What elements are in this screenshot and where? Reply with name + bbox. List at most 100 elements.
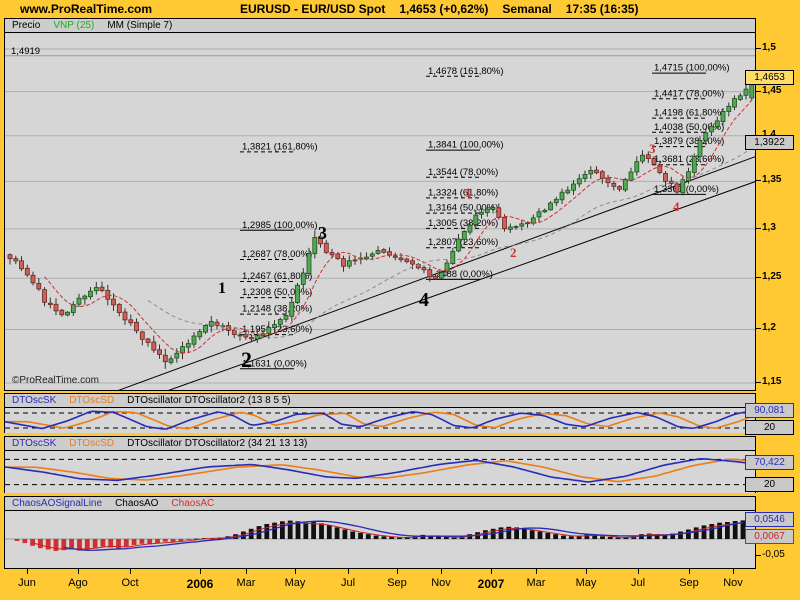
legend-chaos-ao[interactable]: ChaosAO: [115, 498, 159, 509]
candlesticks: [7, 75, 755, 369]
fib-level-label: 1,3005 (38,20%): [428, 218, 498, 229]
time-axis-tick: [348, 569, 349, 574]
dtoscillator2-legend: DTOscSK DTOscSD DTOscillator DTOscillato…: [5, 437, 755, 451]
time-axis-label: Nov: [431, 577, 451, 589]
time-axis-tick: [441, 569, 442, 574]
chaos-panel: ChaosAOSignalLine ChaosAO ChaosAC: [4, 496, 756, 569]
legend-chaos-ac[interactable]: ChaosAC: [171, 498, 215, 509]
price-axis-tick: [756, 277, 761, 278]
fib-level-label: 1,3324 (61,80%): [428, 187, 498, 198]
price-chart-plot[interactable]: 1,4919 1,3821 (161,80%) 1,2985 (100,00%) 1,…: [5, 33, 755, 390]
legend-chaos-signal[interactable]: ChaosAOSignalLine: [12, 498, 103, 509]
price-axis-tick: [756, 382, 761, 383]
chaos-ac-value-box: 0,0067: [745, 529, 794, 544]
price-panel: Precio VNP (25) MM (Simple 7) 1,4919 1,38…: [4, 18, 756, 391]
legend-dtoscsd-2[interactable]: DTOscSD: [69, 438, 115, 449]
legend-dtoscsk-2[interactable]: DTOscSK: [12, 438, 57, 449]
fib-level-label: 1,3544 (78,00%): [428, 167, 498, 178]
fib-level-label: 1,3164 (50,00%): [428, 203, 498, 214]
time-axis-tick: [397, 569, 398, 574]
fib-level-label: 1,2488 (0,00%): [428, 269, 493, 280]
dtosc2-value-box: 70,422: [745, 455, 794, 470]
dtosc-sd-line: [5, 411, 754, 430]
time-axis-tick: [295, 569, 296, 574]
price-axis-tick: [756, 328, 761, 329]
price-axis-label: 1,5: [762, 42, 776, 53]
time-axis-label: Nov: [723, 577, 743, 589]
fib-level-label: 1,2467 (61,80%): [242, 271, 312, 282]
time-axis-label: Jun: [18, 577, 36, 589]
dtoscillator2-plot[interactable]: [5, 451, 755, 493]
time-axis-label: Mar: [526, 577, 546, 589]
price-axis-label: 1,4: [762, 129, 776, 140]
legend-dtosc-params-1[interactable]: DTOscillator DTOscillator2 (13 8 5 5): [127, 395, 291, 406]
site-link[interactable]: www.ProRealTime.com: [20, 2, 153, 16]
fib-level-label: 1,3361 (0,00%): [654, 184, 719, 195]
price-axis-label: 1,45: [762, 85, 782, 96]
time-axis-label: May: [575, 577, 597, 589]
fib-level-label: 1,2687 (78,00%): [242, 249, 312, 260]
time-axis-tick: [586, 569, 587, 574]
trendline[interactable]: [95, 156, 755, 390]
legend-precio[interactable]: Precio: [12, 20, 41, 31]
fib-level-label: 1,3841 (100,00%): [428, 140, 504, 151]
price-axis-label: 1,35: [762, 174, 782, 185]
wave-label-black: 2: [241, 347, 252, 372]
time-axis-label: 2007: [477, 577, 505, 591]
chaos-ac-line: [32, 522, 744, 550]
legend-dtoscsd-1[interactable]: DTOscSD: [69, 395, 115, 406]
chart-title: EURUSD - EUR/USD Spot 1,4653 (+0,62%) Se…: [240, 2, 670, 16]
time-axis-label: Jul: [340, 577, 356, 589]
fib-level-label: 1,4678 (161,80%): [428, 66, 504, 77]
dtosc2-level-box: 20: [745, 477, 794, 492]
price-axis-label: 1,3: [762, 222, 776, 233]
chaos-axis-label: -0,05: [762, 549, 785, 560]
indicator-level-box: 1,3922: [745, 135, 794, 150]
legend-dtoscsk-1[interactable]: DTOscSK: [12, 395, 57, 406]
wave-label-black: 3: [318, 223, 327, 243]
dtoscillator1-panel: DTOscSK DTOscSD DTOscillator DTOscillato…: [4, 393, 756, 433]
time-axis-label: Mar: [236, 577, 256, 589]
price-axis-label: 1,15: [762, 376, 782, 387]
fib-level-label: 1,3879 (38,20%): [654, 136, 724, 147]
price-axis-tick: [756, 91, 761, 92]
wave-label-black: 4: [419, 289, 429, 311]
time-axis-label: Jul: [630, 577, 646, 589]
fib-level-label: 1,2308 (50,00%): [242, 287, 312, 298]
chaos-plot[interactable]: [5, 511, 755, 568]
time-axis-label: Oct: [121, 577, 139, 589]
fib-level-label: 1,3821 (161,80%): [242, 141, 318, 152]
fib-level-label: 1,4715 (100,00%): [654, 63, 730, 74]
dtosc-sd-line: [5, 458, 754, 483]
wave-label-red: 3: [649, 141, 656, 156]
time-axis-tick: [689, 569, 690, 574]
fib-level-label: 1,4198 (61,80%): [654, 108, 724, 119]
trendline[interactable]: [150, 181, 755, 390]
symbol-title: EURUSD - EUR/USD Spot: [240, 2, 386, 16]
wave-label-red: 2: [510, 245, 517, 260]
fib-level-label: 1,1631 (0,00%): [242, 358, 307, 369]
time-axis-tick: [200, 569, 201, 574]
dtoscillator1-plot[interactable]: [5, 408, 755, 433]
legend-mm[interactable]: MM (Simple 7): [107, 20, 173, 31]
dtosc1-level-box: 20: [745, 420, 794, 435]
chaos-legend: ChaosAOSignalLine ChaosAO ChaosAC: [5, 497, 755, 511]
time-axis-tick: [130, 569, 131, 574]
time-axis-label: 2006: [186, 577, 214, 591]
price-axis-tick: [756, 48, 761, 49]
alert-level-label: 1,4919: [11, 46, 40, 57]
chaos-axis-tick: [756, 555, 761, 556]
price-panel-legend: Precio VNP (25) MM (Simple 7): [5, 19, 755, 33]
price-axis-label: 1,2: [762, 322, 776, 333]
time-axis-label: Sep: [679, 577, 699, 589]
time-axis-tick: [638, 569, 639, 574]
wave-label-black: 1: [218, 280, 226, 297]
legend-vnp[interactable]: VNP (25): [53, 20, 95, 31]
wave-label-red: 1: [465, 185, 472, 200]
time-axis-tick: [491, 569, 492, 574]
time-axis-tick: [246, 569, 247, 574]
fib-level-label: 1,4417 (78,00%): [654, 88, 724, 99]
price-axis-label: 1,25: [762, 271, 782, 282]
legend-dtosc-params-2[interactable]: DTOscillator DTOscillator2 (34 21 13 13): [127, 438, 308, 449]
last-price-change: 1,4653 (+0,62%): [399, 2, 489, 16]
